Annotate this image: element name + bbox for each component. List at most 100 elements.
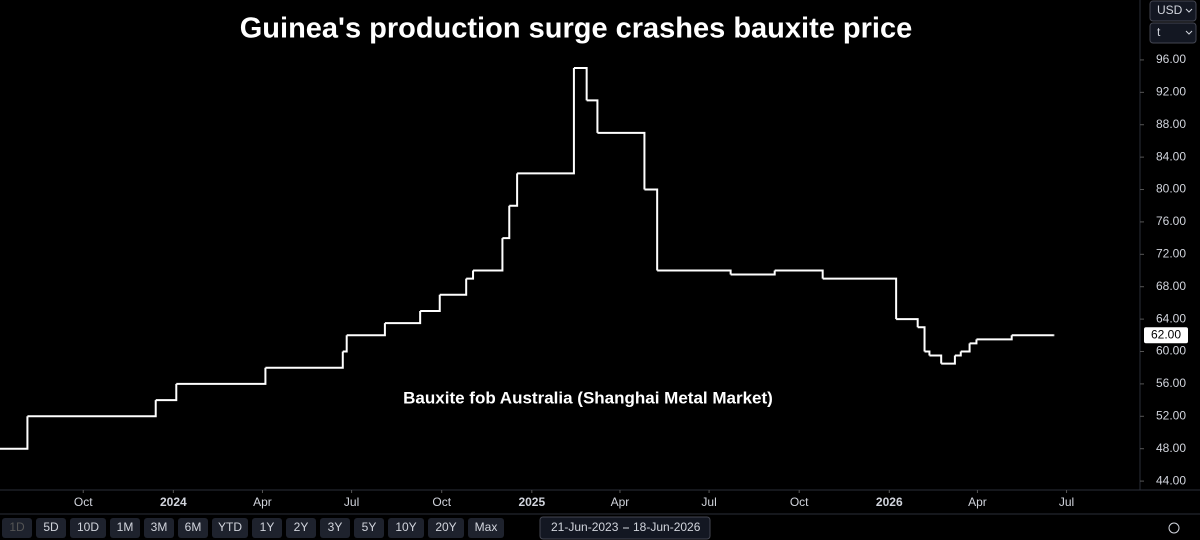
price-step bbox=[924, 350, 931, 356]
range-label: 3M bbox=[151, 520, 168, 534]
annotation: Bauxite fob Australia (Shanghai Metal Ma… bbox=[403, 388, 773, 407]
range-button[interactable] bbox=[70, 518, 106, 538]
unit-label: t bbox=[1157, 25, 1161, 39]
range-button[interactable] bbox=[468, 518, 504, 538]
x-tick-label: Jul bbox=[1059, 495, 1074, 509]
price-step bbox=[941, 355, 956, 365]
price-step bbox=[644, 188, 659, 271]
y-tick-label: 76.00 bbox=[1156, 214, 1186, 228]
price-step bbox=[346, 323, 386, 337]
date-from: 21-Jun-2023 bbox=[551, 520, 619, 534]
price-step bbox=[439, 278, 468, 296]
settings-icon[interactable] bbox=[1168, 522, 1180, 534]
x-tick-label: 2024 bbox=[160, 495, 187, 509]
price-step bbox=[954, 351, 962, 357]
price-step bbox=[896, 318, 919, 328]
range-label: 10D bbox=[77, 520, 99, 534]
range-label: 20Y bbox=[435, 520, 456, 534]
price-step bbox=[597, 131, 646, 190]
range-label: 2Y bbox=[294, 520, 309, 534]
y-tick-label: 84.00 bbox=[1156, 149, 1186, 163]
price-step bbox=[730, 270, 776, 276]
x-tick-label: 2026 bbox=[876, 495, 903, 509]
y-tick-label: 60.00 bbox=[1156, 344, 1186, 358]
range-label: 5Y bbox=[362, 520, 377, 534]
x-tick-label: 2025 bbox=[518, 495, 545, 509]
range-button[interactable] bbox=[110, 518, 140, 538]
y-tick-label: 72.00 bbox=[1156, 246, 1186, 260]
x-tick-label: Apr bbox=[968, 495, 987, 509]
price-step bbox=[342, 335, 348, 353]
x-tick-label: Oct bbox=[790, 495, 809, 509]
range-label: 1Y bbox=[260, 520, 275, 534]
last-price-box bbox=[1144, 327, 1188, 344]
range-label: 1M bbox=[117, 520, 134, 534]
price-step bbox=[960, 343, 971, 353]
price-step bbox=[517, 68, 575, 175]
last-price-label: 62.00 bbox=[1151, 327, 1181, 341]
range-button[interactable] bbox=[36, 518, 66, 538]
x-tick-label: Apr bbox=[611, 495, 630, 509]
price-step bbox=[27, 400, 157, 418]
range-label: Max bbox=[475, 520, 498, 534]
x-tick-label: Apr bbox=[253, 495, 272, 509]
price-step bbox=[502, 205, 511, 240]
price-step bbox=[384, 311, 422, 325]
range-label: 6M bbox=[185, 520, 202, 534]
currency-label: USD bbox=[1157, 3, 1183, 17]
range-button[interactable] bbox=[2, 518, 32, 538]
range-label: 10Y bbox=[395, 520, 416, 534]
price-step bbox=[822, 277, 898, 320]
unit-select[interactable] bbox=[1149, 22, 1197, 44]
date-to: 18-Jun-2026 bbox=[633, 520, 701, 534]
y-tick-label: 88.00 bbox=[1156, 117, 1186, 131]
range-button[interactable] bbox=[178, 518, 208, 538]
range-label: 3Y bbox=[328, 520, 343, 534]
range-button[interactable] bbox=[212, 518, 248, 538]
x-tick-label: Jul bbox=[0, 495, 1, 509]
y-tick-label: 80.00 bbox=[1156, 182, 1186, 196]
price-step bbox=[155, 383, 178, 402]
x-tick-label: Jul bbox=[344, 495, 359, 509]
price-step bbox=[586, 99, 599, 133]
range-button[interactable] bbox=[320, 518, 350, 538]
range-label: 5D bbox=[43, 520, 59, 534]
y-tick-label: 56.00 bbox=[1156, 376, 1186, 390]
dropdown-arrows bbox=[1185, 8, 1193, 35]
range-button[interactable] bbox=[428, 518, 464, 538]
price-step bbox=[473, 238, 504, 272]
price-step bbox=[466, 270, 475, 280]
price-step bbox=[917, 326, 926, 352]
x-tick-label: Jul bbox=[701, 495, 716, 509]
price-step bbox=[573, 67, 588, 101]
range-label: YTD bbox=[218, 520, 242, 534]
price-step bbox=[969, 339, 978, 345]
x-tick-label: Oct bbox=[432, 495, 451, 509]
price-step bbox=[929, 354, 943, 364]
range-label: 1D bbox=[9, 520, 25, 534]
price-step bbox=[176, 367, 267, 385]
y-tick-label: 96.00 bbox=[1156, 52, 1186, 66]
range-button[interactable] bbox=[252, 518, 282, 538]
price-step bbox=[774, 269, 824, 279]
y-tick-label: 64.00 bbox=[1156, 311, 1186, 325]
currency-select[interactable] bbox=[1149, 0, 1197, 22]
y-tick-label: 68.00 bbox=[1156, 279, 1186, 293]
y-tick-label: 92.00 bbox=[1156, 85, 1186, 99]
price-step bbox=[657, 269, 732, 275]
price-step bbox=[420, 294, 441, 313]
y-tick-label: 52.00 bbox=[1156, 408, 1186, 422]
range-button[interactable] bbox=[286, 518, 316, 538]
price-step bbox=[265, 351, 344, 369]
range-button[interactable] bbox=[354, 518, 384, 538]
y-tick-label: 48.00 bbox=[1156, 441, 1186, 455]
range-button[interactable] bbox=[388, 518, 424, 538]
price-step bbox=[0, 416, 29, 450]
range-button[interactable] bbox=[144, 518, 174, 538]
price-step bbox=[509, 173, 519, 207]
toolbar: 1D 5D 10D 1M 3M 6M YTD 1Y 2Y 3Y 5Y 10Y 20Y Max 21-Jun-… bbox=[2, 516, 711, 540]
chart-title: Guinea's production surge crashes bauxit… bbox=[240, 13, 912, 45]
y-tick-label: 44.00 bbox=[1156, 473, 1186, 487]
